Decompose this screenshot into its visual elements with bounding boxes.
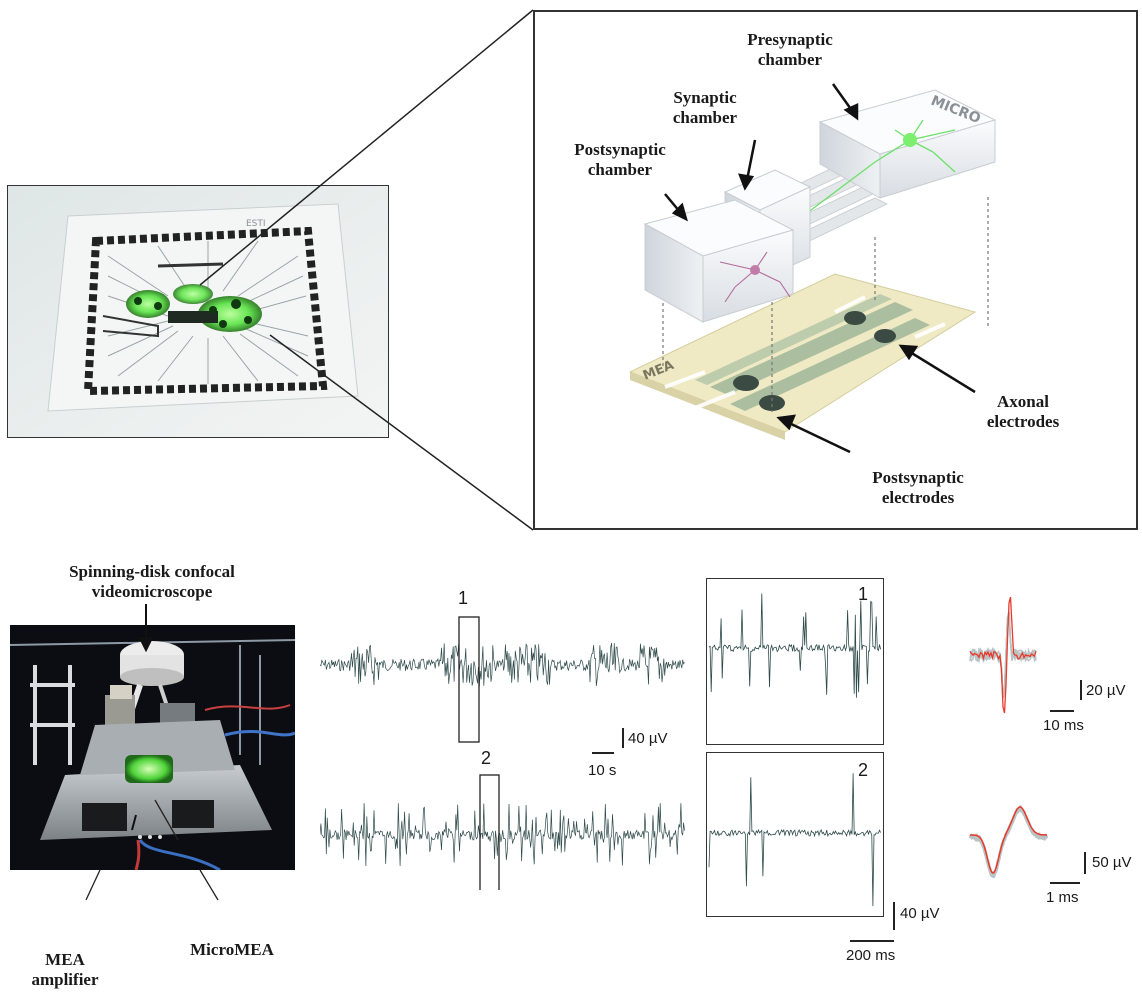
mea-chip-photo: ESTI <box>7 185 389 438</box>
microfluidic-schematic-drawing: MEA MICRO <box>628 83 997 454</box>
presynaptic-chamber-label: Presynaptic chamber <box>747 30 833 69</box>
spike-1-scale-vertical <box>1080 680 1082 700</box>
zoom-scale-horizontal <box>850 940 894 942</box>
zoom-scale-time: 200 ms <box>846 947 896 964</box>
spike-1-scale-horizontal <box>1050 710 1074 712</box>
long-traces <box>320 616 685 890</box>
zoom-traces <box>708 593 881 907</box>
spike-2-waveform <box>968 804 1049 879</box>
zoom-1-number: 1 <box>858 584 869 604</box>
average-spikes <box>968 596 1049 879</box>
postsynaptic-chamber-label: Postsynaptic chamber <box>574 140 666 179</box>
mea-amplifier-label: MEA amplifier <box>31 950 99 989</box>
long-scale-time: 10 s <box>588 762 617 779</box>
zoom-2-number: 2 <box>858 760 869 780</box>
trace-2-zoom-window <box>479 774 500 890</box>
zoom-1-signal <box>708 593 881 698</box>
trace-1-zoom-window <box>458 616 480 743</box>
setup-photo <box>10 625 295 870</box>
spike-1-scale-voltage: 20 µV <box>1086 682 1126 699</box>
trace-1-signal <box>320 642 685 687</box>
spike-2-scale-vertical <box>1084 852 1086 874</box>
axonal-electrodes-label: Axonal electrodes <box>986 392 1060 431</box>
trace-1-number: 1 <box>458 588 469 608</box>
svg-text:ESTI: ESTI <box>246 219 266 229</box>
long-scale-voltage: 40 µV <box>628 730 668 747</box>
micromea-label: MicroMEA <box>190 940 274 959</box>
trace-2-number: 2 <box>481 748 492 768</box>
synaptic-chamber-label: Synaptic chamber <box>672 88 738 127</box>
long-scale-vertical <box>622 728 624 748</box>
zoom-2-signal <box>708 773 881 907</box>
spike-1-scale-time: 10 ms <box>1043 717 1084 734</box>
spike-1-waveform <box>969 596 1037 714</box>
zoom-scale-voltage: 40 µV <box>900 905 940 922</box>
microfluidic-schematic-panel <box>533 10 1138 530</box>
long-scale-horizontal <box>592 752 614 754</box>
mea-chip-photo-drawing: ESTI <box>8 186 388 437</box>
microscope-label: Spinning-disk confocal videomicroscope <box>69 562 235 601</box>
spike-2-scale-time: 1 ms <box>1046 889 1079 906</box>
zoom-scale-vertical <box>893 902 895 930</box>
setup-photo-drawing <box>10 625 295 870</box>
postsynaptic-electrodes-label: Postsynaptic electrodes <box>872 468 964 507</box>
spike-2-scale-horizontal <box>1050 882 1080 884</box>
spike-2-scale-voltage: 50 µV <box>1092 854 1132 871</box>
trace-2-signal <box>320 803 685 867</box>
